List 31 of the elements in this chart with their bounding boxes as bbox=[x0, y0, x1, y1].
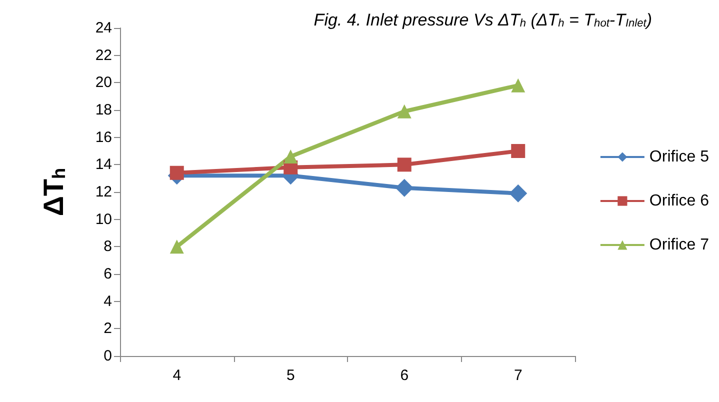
legend-label: Orifice 6 bbox=[649, 192, 710, 210]
point bbox=[395, 178, 414, 197]
x-tick-label: 6 bbox=[400, 367, 409, 384]
point bbox=[511, 144, 526, 158]
point bbox=[284, 149, 298, 164]
y-tick-label: 6 bbox=[104, 266, 112, 282]
y-tick-label: 22 bbox=[95, 46, 112, 64]
y-tick-label: 10 bbox=[95, 210, 112, 228]
y-tick-label: 2 bbox=[104, 320, 112, 338]
point bbox=[509, 184, 528, 202]
y-tick-label: 14 bbox=[95, 156, 112, 174]
y-tick-label: 18 bbox=[95, 102, 112, 118]
point bbox=[397, 158, 412, 172]
chart-title: Fig. 4. Inlet pressure Vs ΔTh (ΔTh = Thot-TInlet) bbox=[314, 10, 652, 30]
x-tick-label: 7 bbox=[514, 367, 522, 384]
y-tick-label: 20 bbox=[95, 74, 112, 92]
y-tick-label: 4 bbox=[104, 292, 112, 310]
y-tick-label: 0 bbox=[104, 348, 112, 364]
point bbox=[511, 78, 526, 92]
point bbox=[397, 104, 412, 118]
point bbox=[170, 166, 184, 180]
legend-label: Orifice 7 bbox=[649, 236, 710, 254]
y-axis-title: ΔTh bbox=[38, 168, 69, 216]
legend-label: Orifice 5 bbox=[649, 148, 710, 166]
x-tick-label: 5 bbox=[286, 367, 295, 384]
point bbox=[170, 240, 184, 254]
y-tick-label: 12 bbox=[95, 184, 112, 200]
y-tick-label: 24 bbox=[95, 20, 112, 36]
y-tick-label: 16 bbox=[95, 128, 112, 146]
y-tick-label: 8 bbox=[104, 238, 112, 256]
x-tick-label: 4 bbox=[172, 367, 182, 384]
